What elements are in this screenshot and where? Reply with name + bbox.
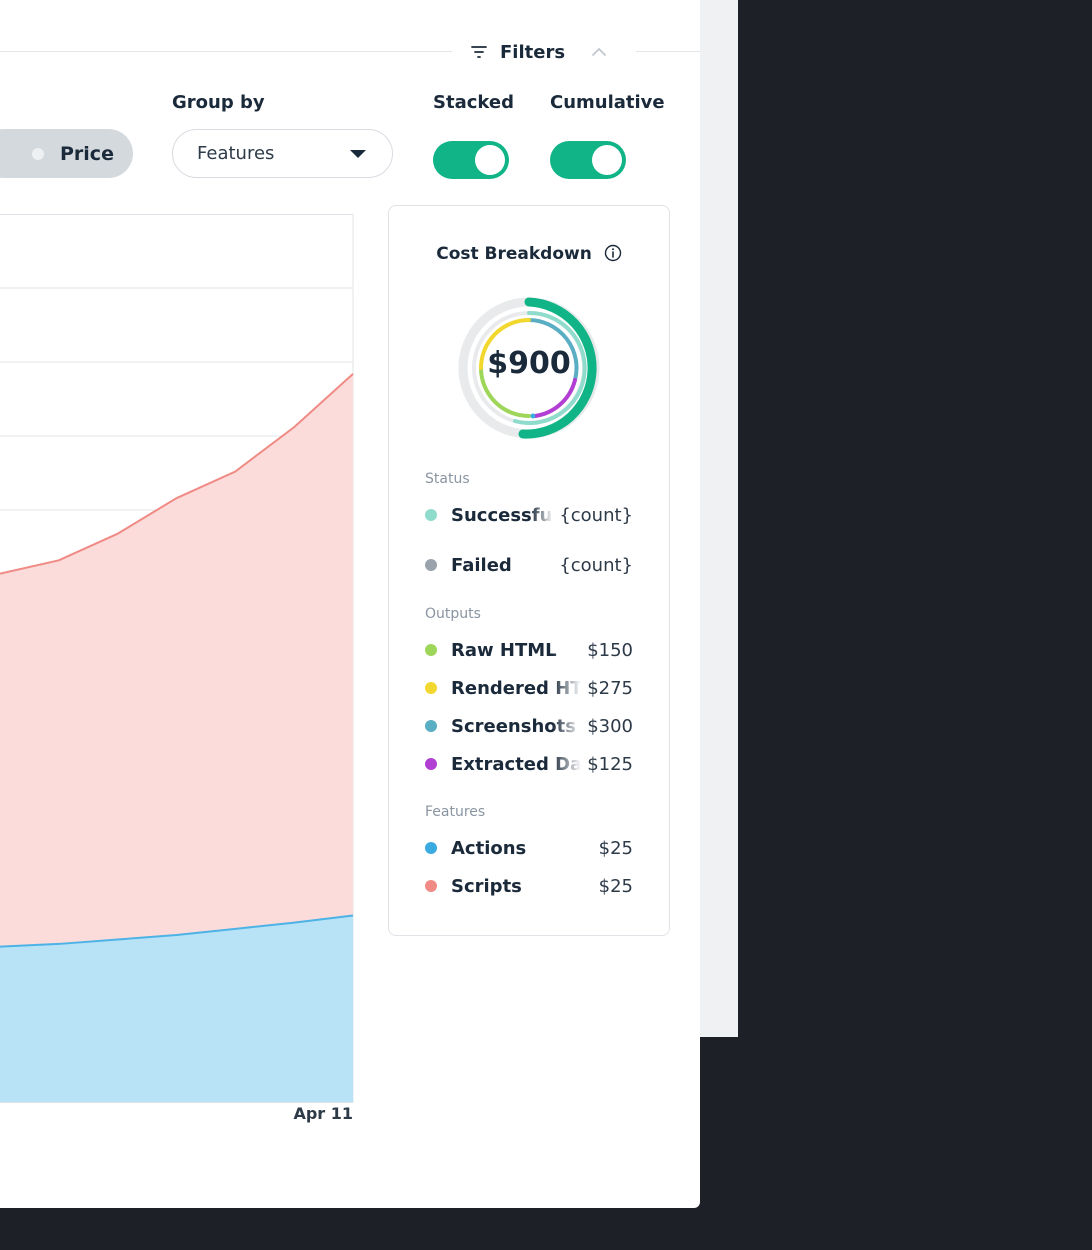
legend-name: Failed <box>451 554 512 576</box>
legend-value: $25 <box>598 875 633 897</box>
divider <box>636 51 700 52</box>
legend-value: {count} <box>559 554 633 576</box>
legend-name: Scripts <box>451 875 522 897</box>
outputs-section-label: Outputs <box>425 606 481 622</box>
cumulative-label: Cumulative <box>550 92 665 113</box>
cost-donut-chart: $900 <box>455 294 603 442</box>
status-item-failed[interactable]: Failed {count} <box>425 553 633 577</box>
group-by-label: Group by <box>172 92 265 113</box>
output-item-rendered-html[interactable]: Rendered HTML $275 <box>425 676 633 700</box>
divider <box>0 51 452 52</box>
cost-breakdown-title: Cost Breakdown <box>436 244 592 264</box>
legend-value: $125 <box>587 753 633 775</box>
price-dot <box>32 147 44 160</box>
x-tick-label: Apr 11 <box>293 1104 353 1123</box>
analytics-panel: Filters Group by Stacked Cumulative Pric… <box>0 0 700 1208</box>
group-by-value: Features <box>197 143 275 164</box>
cost-breakdown-heading: Cost Breakdown <box>389 244 669 264</box>
info-icon[interactable] <box>604 244 622 262</box>
area-chart: Apr 11 <box>0 214 354 1134</box>
status-section-label: Status <box>425 471 470 487</box>
series-line-0 <box>0 914 354 948</box>
output-item-extracted-data[interactable]: Extracted Data $125 <box>425 752 633 776</box>
donut-rings <box>458 297 600 439</box>
legend-value: $300 <box>587 715 633 737</box>
legend-name: Actions <box>451 837 527 859</box>
toggle-knob <box>475 145 505 175</box>
chevron-up-icon <box>592 48 606 56</box>
legend-name: Extracted Data <box>451 753 582 775</box>
total-cost: $900 <box>487 346 571 381</box>
legend-name: Successful <box>451 504 554 526</box>
toggle-knob <box>592 145 622 175</box>
price-toggle-button[interactable]: Price <box>0 129 133 178</box>
cumulative-toggle[interactable] <box>550 141 626 179</box>
legend-dot <box>425 509 437 521</box>
series-line-1 <box>0 373 354 575</box>
series-area-0 <box>0 915 353 1102</box>
price-label: Price <box>60 142 114 165</box>
legend-dot <box>425 758 437 770</box>
legend-value: $150 <box>587 639 633 661</box>
status-item-successful[interactable]: Successful {count} <box>425 503 633 527</box>
series-area-1 <box>0 373 353 947</box>
cost-breakdown-card: Cost Breakdown $900 Status <box>388 205 670 936</box>
legend-name: Raw HTML <box>451 639 557 661</box>
chart-svg: Apr 11 <box>0 214 354 1123</box>
filter-icon <box>471 46 487 58</box>
legend-dot <box>425 644 437 656</box>
feature-item-actions[interactable]: Actions $25 <box>425 836 633 860</box>
legend-dot <box>425 559 437 571</box>
legend-value: $25 <box>598 837 633 859</box>
legend-name: Rendered HTML <box>451 677 582 699</box>
stacked-toggle[interactable] <box>433 141 509 179</box>
filters-toggle-button[interactable]: Filters <box>470 36 607 68</box>
feature-item-scripts[interactable]: Scripts $25 <box>425 874 633 898</box>
features-section-label: Features <box>425 804 486 820</box>
output-item-screenshots[interactable]: Screenshots $300 <box>425 714 633 738</box>
output-item-raw-html[interactable]: Raw HTML $150 <box>425 638 633 662</box>
caret-down-icon <box>350 149 366 158</box>
filters-label: Filters <box>500 41 566 63</box>
stacked-label: Stacked <box>433 92 514 113</box>
legend-value: $275 <box>587 677 633 699</box>
group-by-select[interactable]: Features <box>172 129 393 178</box>
legend-dot <box>425 720 437 732</box>
legend-dot <box>425 842 437 854</box>
legend-dot <box>425 880 437 892</box>
legend-dot <box>425 682 437 694</box>
legend-value: {count} <box>559 504 633 526</box>
legend-name: Screenshots <box>451 715 576 737</box>
